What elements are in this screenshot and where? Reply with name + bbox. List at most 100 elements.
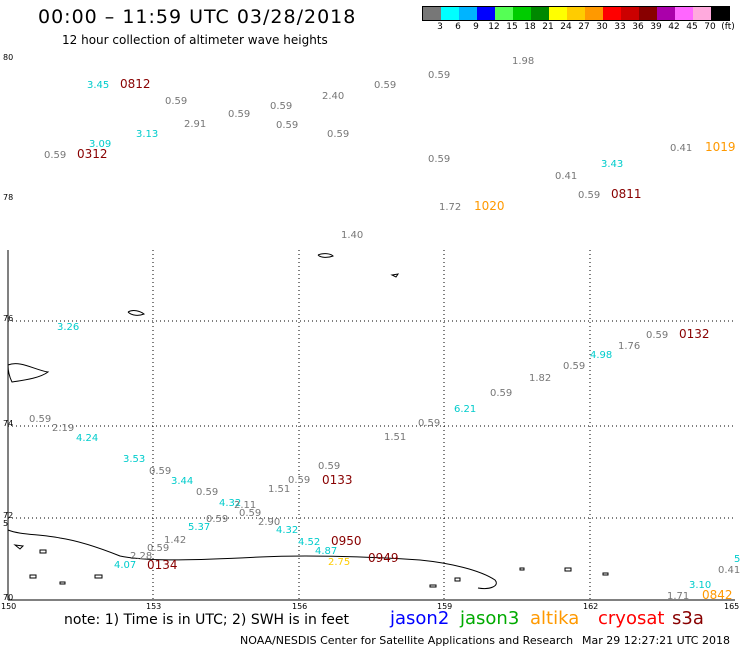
wave-height-label: 4.98 xyxy=(590,350,612,361)
wave-height-label: 2.90 xyxy=(258,517,280,528)
color-scale-bar xyxy=(422,6,730,21)
wave-height-label: 0.59 xyxy=(239,508,261,519)
wave-height-label: 0.59 xyxy=(327,129,349,140)
wave-height-label: 2.28 xyxy=(130,551,152,562)
color-swatch xyxy=(567,7,585,20)
wave-height-label: 3.45 xyxy=(87,80,109,91)
page-title: 00:00 – 11:59 UTC 03/28/2018 xyxy=(38,6,357,28)
color-swatch xyxy=(711,7,729,20)
lon-label: 162 xyxy=(583,602,598,611)
legend-cryosat: cryosat xyxy=(598,608,665,629)
wave-height-label: 0.59 xyxy=(578,190,600,201)
color-swatch xyxy=(639,7,657,20)
lat-label: 80 xyxy=(3,53,13,62)
wave-height-label: 5.37 xyxy=(188,522,210,533)
map-frame xyxy=(7,250,735,601)
color-scale-label: 45 xyxy=(686,22,698,32)
color-swatch xyxy=(621,7,639,20)
wave-height-label: 2.91 xyxy=(184,119,206,130)
color-swatch xyxy=(693,7,711,20)
pass-time-label: 0811 xyxy=(611,187,642,201)
pass-time-label: 0132 xyxy=(679,327,710,341)
lat-label: 70 xyxy=(3,593,13,602)
color-swatch xyxy=(657,7,675,20)
pass-time-label: 0134 xyxy=(147,558,178,572)
wave-height-label: 0.59 xyxy=(288,475,310,486)
color-scale-label: (ft) xyxy=(721,22,735,32)
wave-height-label: 0.59 xyxy=(563,361,585,372)
wave-height-label: 0.59 xyxy=(149,466,171,477)
wave-height-label: 0.59 xyxy=(29,414,51,425)
pass-time-label: 0950 xyxy=(331,534,362,548)
wave-height-label: 0.59 xyxy=(196,487,218,498)
page-subtitle: 12 hour collection of altimeter wave hei… xyxy=(62,33,328,47)
wave-height-label: 4.07 xyxy=(114,560,136,571)
wave-height-label: 0.59 xyxy=(428,154,450,165)
legend-s3a: s3a xyxy=(672,608,704,629)
legend-jason3: jason3 xyxy=(460,608,520,629)
wave-height-label: 1.51 xyxy=(384,432,406,443)
color-swatch xyxy=(477,7,495,20)
wave-height-label: 0.59 xyxy=(270,101,292,112)
color-scale-label: 42 xyxy=(668,22,680,32)
lon-label: 150 xyxy=(1,602,16,611)
wave-height-label: 6.21 xyxy=(454,404,476,415)
lon-label: 165 xyxy=(724,602,739,611)
longitude-labels: 150 153 156 159 162 165 xyxy=(1,602,739,611)
wave-height-label: 2.19 xyxy=(52,423,74,434)
color-scale-label: 12 xyxy=(488,22,500,32)
generated-timestamp: Mar 29 12:27:21 UTC 2018 xyxy=(582,634,730,647)
color-swatch xyxy=(585,7,603,20)
wave-height-label: 4.87 xyxy=(315,546,337,557)
color-scale-label: 70 xyxy=(704,22,716,32)
latitude-labels: 80 78 76 74 72 5 70 xyxy=(3,53,13,602)
pass-time-label: 1019 xyxy=(705,140,736,154)
wave-height-label: 0.59 xyxy=(206,514,228,525)
wave-height-label: 3.26 xyxy=(57,322,79,333)
color-scale-label: 33 xyxy=(614,22,626,32)
color-swatch xyxy=(603,7,621,20)
units-note: note: 1) Time is in UTC; 2) SWH is in fe… xyxy=(64,612,350,628)
color-scale-label: 24 xyxy=(560,22,572,32)
coastline xyxy=(7,253,609,589)
wave-height-observations: 3.45 0812 0.59 1.98 0.59 0.59 2.40 0.59 0.59 2.91… xyxy=(29,56,740,602)
legend-altika: altika xyxy=(530,608,580,629)
color-scale-label: 36 xyxy=(632,22,644,32)
pass-time-label: 0133 xyxy=(322,473,353,487)
wave-height-label: 4.32 xyxy=(276,525,298,536)
wave-height-label: 0.41 xyxy=(670,143,692,154)
wave-height-label: 4.32 xyxy=(219,498,241,509)
wave-height-label: 1.82 xyxy=(529,373,551,384)
wave-height-label: 3.44 xyxy=(171,476,193,487)
wave-height-label: 0.41 xyxy=(555,171,577,182)
legend-jason2: jason2 xyxy=(390,608,450,629)
wave-height-label: 3.09 xyxy=(89,139,111,150)
wave-height-label: 2.11 xyxy=(234,500,256,511)
wave-height-label: 0.59 xyxy=(490,388,512,399)
lon-label: 153 xyxy=(146,602,161,611)
wave-height-label: 4.52 xyxy=(298,537,320,548)
color-scale-label: 15 xyxy=(506,22,518,32)
wave-height-label: 2.75 xyxy=(328,557,350,568)
color-swatch xyxy=(459,7,477,20)
lat-label: 74 xyxy=(3,419,13,428)
wave-height-label: 1.72 xyxy=(439,202,461,213)
wave-height-label: 1.40 xyxy=(341,230,363,241)
wave-height-label: 0.59 xyxy=(276,120,298,131)
color-scale-label: 9 xyxy=(473,22,479,32)
lat-label: 76 xyxy=(3,314,13,323)
lat-label: 72 xyxy=(3,511,13,520)
color-swatch xyxy=(441,7,459,20)
pass-time-label: 0949 xyxy=(368,551,399,565)
color-swatch xyxy=(495,7,513,20)
wave-height-label: 0.59 xyxy=(165,96,187,107)
wave-height-label: 0.59 xyxy=(374,80,396,91)
wave-height-label: 0.59 xyxy=(228,109,250,120)
wave-height-label: 2.40 xyxy=(322,91,344,102)
color-scale-label: 6 xyxy=(455,22,461,32)
wave-height-label: 1.42 xyxy=(164,535,186,546)
color-swatch xyxy=(423,7,441,20)
wave-height-label: 0.59 xyxy=(318,461,340,472)
